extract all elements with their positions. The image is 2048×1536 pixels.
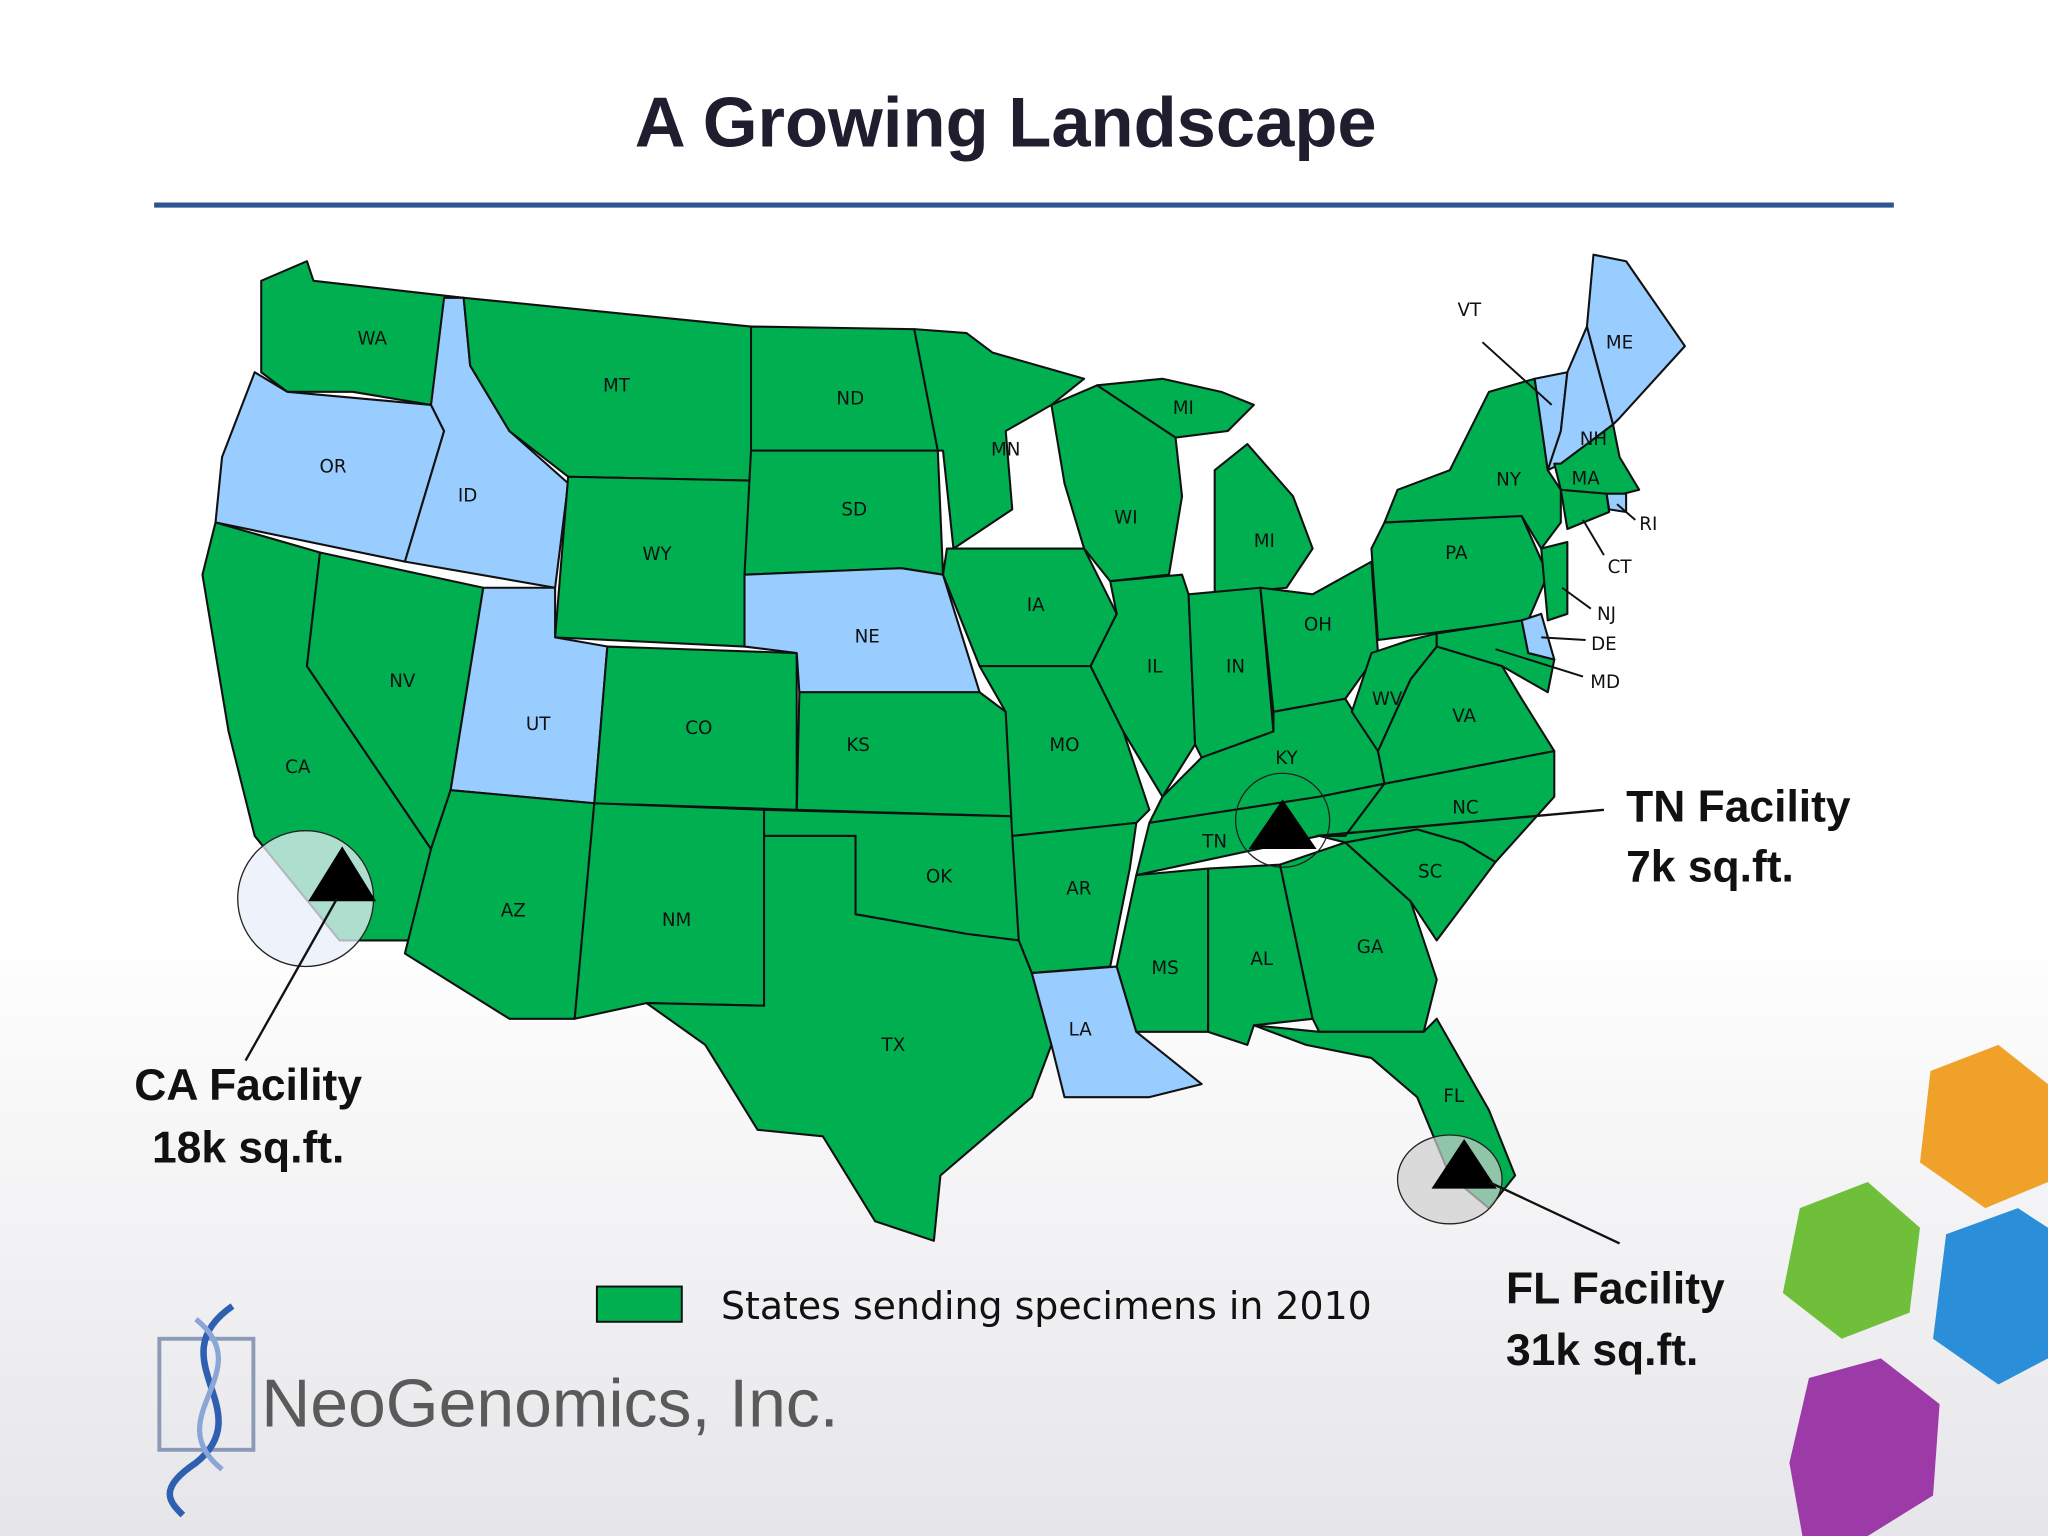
state-label: ND: [836, 389, 864, 410]
facility-pointer: [1316, 808, 1605, 838]
state-label: OK: [926, 867, 953, 888]
facility-triangle: [1248, 799, 1317, 849]
state: [1435, 619, 1556, 694]
facility-name: TN Facility: [1626, 783, 1851, 832]
state-label: NM: [662, 910, 691, 931]
state-label: TX: [881, 1035, 906, 1056]
state-label: MO: [1049, 735, 1079, 756]
state-label: NY: [1496, 470, 1522, 491]
state: [1350, 632, 1438, 753]
state: [913, 328, 1086, 550]
leader-line: [1582, 519, 1605, 556]
state-label: AZ: [501, 901, 526, 922]
state-label: NJ: [1597, 604, 1616, 625]
state-label: MA: [1571, 468, 1600, 489]
hexagon: [1920, 1044, 2048, 1209]
state-label: IA: [1027, 595, 1045, 616]
state-label: WY: [642, 544, 672, 565]
logo-text: NeoGenomics, Inc.: [261, 1366, 838, 1441]
us-map: WA OR CA NV ID MT WY UT AZ NM CO ND SD NE KS OK TX MN IA MO…: [201, 253, 1686, 1242]
facility-pointer: [244, 898, 339, 1062]
state-label: CT: [1608, 557, 1633, 578]
state-label: GA: [1357, 937, 1384, 958]
facility-size: 31k sq.ft.: [1506, 1326, 1698, 1375]
hexagon: [1933, 1208, 2048, 1385]
leader-lines: [1481, 341, 1636, 678]
leader-line: [1481, 341, 1553, 406]
state: [1540, 540, 1569, 622]
state-label: VA: [1452, 706, 1476, 727]
logo-helix: [194, 1317, 224, 1472]
hexagon: [1789, 1358, 1940, 1536]
state-label: LA: [1069, 1020, 1093, 1041]
facility-triangle: [308, 846, 377, 902]
state-label: SD: [841, 500, 867, 521]
state-label: CA: [285, 757, 311, 778]
leader-line: [1561, 586, 1592, 610]
state: [1559, 488, 1611, 531]
state-label: MS: [1151, 958, 1178, 979]
state-label: TN: [1201, 831, 1227, 852]
leader-line: [1616, 503, 1636, 521]
state-label: NC: [1452, 797, 1478, 818]
state: [1318, 749, 1556, 864]
state: [1096, 377, 1255, 439]
state-label: ME: [1606, 333, 1633, 354]
state-label: ID: [458, 485, 477, 506]
logo-mark: [157, 1303, 256, 1518]
state-label: UT: [526, 714, 551, 735]
facility-circle: [1234, 772, 1331, 868]
state-label: DE: [1591, 634, 1617, 655]
state-label: FL: [1443, 1086, 1465, 1107]
state-label: IL: [1147, 656, 1163, 677]
state-label: KS: [846, 735, 870, 756]
facility-markers: [237, 772, 1621, 1245]
leader-line: [1495, 648, 1584, 678]
state-label: NV: [389, 671, 416, 692]
logo-helix: [166, 1303, 235, 1518]
legend-label: States sending specimens in 2010: [721, 1284, 1372, 1328]
facility-size: 7k sq.ft.: [1626, 843, 1794, 892]
state-label: OR: [320, 457, 347, 478]
facility-name: FL Facility: [1506, 1265, 1725, 1314]
state-label: IN: [1226, 656, 1245, 677]
decorative-hexagons: [1782, 1044, 2048, 1536]
state-label: MI: [1254, 531, 1275, 552]
facility-size: 18k sq.ft.: [152, 1123, 344, 1172]
state-label: MT: [603, 376, 631, 397]
state-label: NE: [855, 626, 880, 647]
state-label: MI: [1173, 398, 1194, 419]
state-label: WV: [1372, 689, 1403, 710]
state-label: AL: [1250, 949, 1273, 970]
state-label: MN: [991, 440, 1020, 461]
state-label: NH: [1580, 429, 1607, 450]
state-label: KY: [1275, 748, 1298, 769]
legend-swatch: [595, 1285, 683, 1323]
state-label: PA: [1445, 543, 1468, 564]
state-label: VT: [1458, 300, 1482, 321]
state-label: SC: [1418, 861, 1442, 882]
title: A Growing Landscape: [635, 82, 1377, 161]
state-label: WA: [357, 329, 387, 350]
facility-triangle: [1431, 1138, 1497, 1189]
state-label: MD: [1590, 672, 1620, 693]
state-label: WI: [1114, 508, 1137, 529]
state-label: OH: [1304, 615, 1332, 636]
state: [1115, 867, 1210, 1033]
state-label: CO: [685, 718, 712, 739]
state: [645, 834, 1053, 1242]
state-label: RI: [1639, 514, 1657, 535]
leader-line: [1541, 636, 1586, 641]
facility-pointer: [1488, 1180, 1621, 1245]
facility-name: CA Facility: [134, 1061, 362, 1110]
hexagon: [1782, 1182, 1920, 1339]
state-label: AR: [1066, 878, 1091, 899]
state: [795, 691, 1014, 818]
